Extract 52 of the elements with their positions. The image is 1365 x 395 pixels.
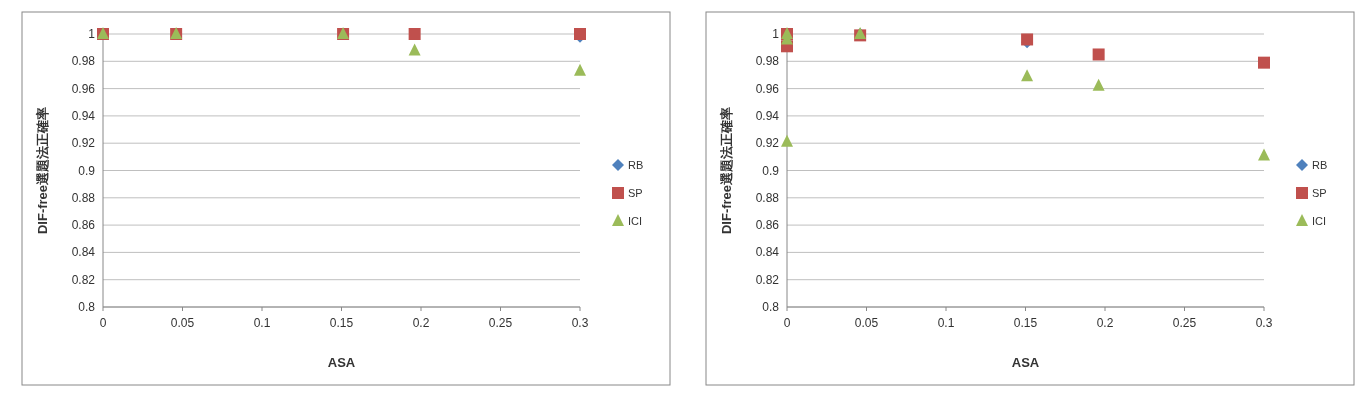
y-tick-label: 0.88 — [755, 190, 780, 205]
x-axis-title: ASA — [327, 355, 356, 370]
y-tick-label: 0.82 — [755, 272, 780, 287]
y-tick-label: 0.96 — [71, 81, 96, 96]
y-axis-title: DIF-free選題法正確率 — [719, 106, 734, 235]
y-tick-label: 1 — [772, 27, 780, 41]
x-tick-label: 0 — [783, 316, 791, 330]
y-tick-label: 0.8 — [78, 300, 96, 314]
y-tick-label: 1 — [88, 27, 96, 41]
x-tick-label: 0.2 — [1096, 316, 1114, 330]
x-tick-label: 0.3 — [1255, 316, 1273, 330]
point — [1258, 56, 1270, 69]
legend-label: RB — [1312, 159, 1328, 171]
y-tick-label: 0.92 — [755, 136, 780, 151]
y-tick-label: 0.94 — [755, 108, 780, 123]
y-tick-label: 0.98 — [71, 54, 96, 69]
y-tick-label: 0.82 — [71, 272, 96, 287]
x-tick-label: 0.05 — [170, 316, 195, 330]
x-tick-label: 0.1 — [937, 316, 955, 330]
y-tick-label: 0.88 — [71, 190, 96, 205]
x-tick-label: 0.2 — [412, 316, 430, 330]
legend-label: ICI — [1312, 215, 1327, 227]
x-tick-label: 0.05 — [854, 316, 879, 330]
y-tick-label: 0.86 — [755, 218, 780, 233]
legend-label: SP — [1312, 187, 1327, 199]
x-tick-label: 0 — [99, 316, 107, 330]
y-tick-label: 0.84 — [755, 245, 780, 260]
x-tick-label: 0.15 — [1013, 316, 1038, 330]
y-axis-title: DIF-free選題法正確率 — [35, 106, 50, 235]
point — [1021, 69, 1034, 82]
y-tick-label: 0.98 — [755, 54, 780, 69]
point — [781, 134, 793, 147]
y-tick-label: 0.9 — [762, 163, 780, 178]
y-tick-label: 0.96 — [755, 81, 780, 96]
y-tick-label: 0.84 — [71, 245, 96, 260]
legend-label: SP — [628, 187, 643, 199]
y-tick-label: 0.94 — [71, 108, 96, 123]
point — [1092, 48, 1105, 61]
point — [1258, 148, 1270, 161]
y-tick-label: 0.92 — [71, 136, 96, 151]
y-tick-label: 0.8 — [762, 300, 780, 314]
x-tick-label: 0.25 — [1172, 316, 1197, 330]
x-tick-label: 0.25 — [488, 316, 513, 330]
y-tick-label: 0.9 — [78, 163, 96, 178]
x-tick-label: 0.3 — [571, 316, 589, 330]
y-tick-label: 0.86 — [71, 218, 96, 233]
x-tick-label: 0.1 — [253, 316, 271, 330]
legend-label: RB — [628, 159, 644, 171]
x-tick-label: 0.15 — [329, 316, 354, 330]
x-axis-title: ASA — [1011, 355, 1040, 370]
point — [1092, 78, 1105, 91]
legend-label: ICI — [628, 215, 643, 227]
